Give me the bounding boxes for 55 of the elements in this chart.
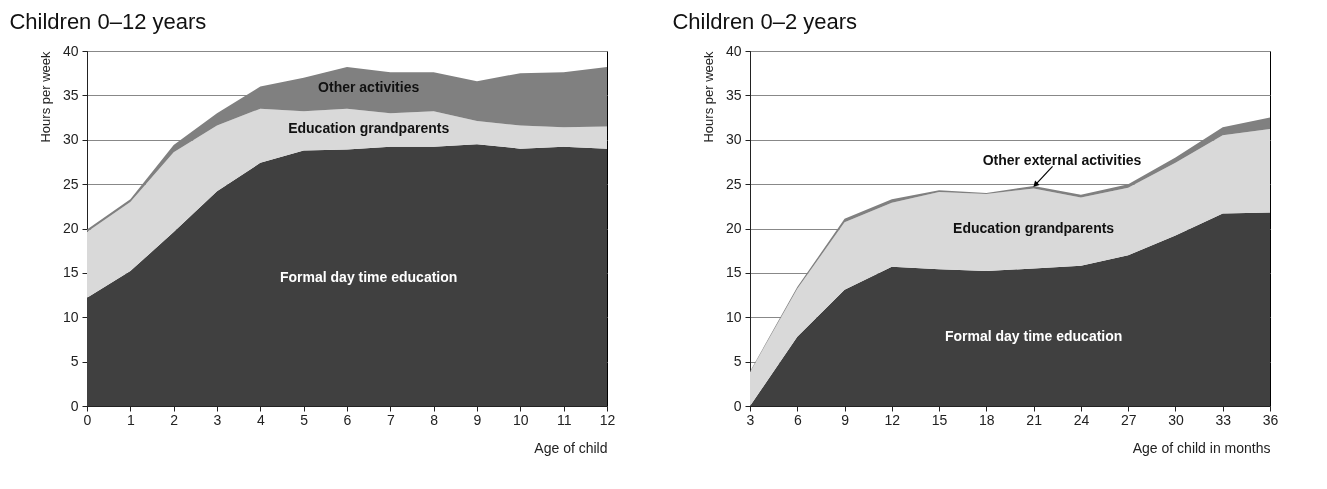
x-tick-label: 6	[343, 411, 352, 428]
x-tick-label: 30	[1168, 411, 1184, 428]
y-axis-title: Hours per week	[37, 51, 53, 143]
y-tick-label: 30	[725, 131, 742, 148]
series-label: Education grandparents	[953, 219, 1115, 236]
y-tick-label: 35	[725, 86, 742, 103]
y-tick-label: 20	[725, 220, 742, 236]
x-tick-label: 3	[746, 411, 755, 428]
y-tick-label: 25	[62, 175, 79, 192]
series-label: Formal day time education	[944, 328, 1123, 345]
y-tick-label: 30	[62, 131, 79, 148]
x-axis-title: Age of child	[534, 439, 608, 456]
x-tick-label: 0	[83, 411, 92, 428]
y-tick-label: 25	[725, 175, 742, 192]
series-label: Other activities	[318, 78, 420, 95]
y-tick-label: 0	[733, 397, 742, 414]
x-tick-label: 36	[1262, 411, 1279, 428]
y-tick-label: 10	[62, 308, 79, 325]
y-tick-label: 15	[62, 264, 79, 281]
x-tick-label: 12	[599, 411, 616, 428]
x-axis-title: Age of child in months	[1132, 439, 1271, 456]
x-tick-label: 8	[430, 411, 439, 428]
chart-title: Children 0–12 years	[9, 9, 207, 34]
x-tick-label: 9	[473, 411, 482, 428]
x-tick-label: 24	[1073, 411, 1090, 428]
x-tick-label: 1	[126, 411, 135, 428]
y-tick-label: 20	[62, 220, 79, 236]
x-tick-label: 5	[300, 411, 309, 428]
x-tick-label: 33	[1215, 411, 1232, 428]
x-tick-label: 12	[884, 411, 901, 428]
x-tick-label: 4	[256, 411, 265, 428]
x-tick-label: 2	[170, 411, 179, 428]
x-tick-label: 11	[556, 411, 572, 428]
y-tick-label: 15	[725, 264, 742, 281]
x-tick-label: 10	[513, 411, 529, 428]
x-tick-label: 3	[213, 411, 222, 428]
chart-title: Children 0–2 years	[672, 9, 858, 34]
y-tick-label: 40	[725, 42, 742, 59]
y-tick-label: 0	[70, 397, 79, 414]
x-tick-label: 21	[1026, 411, 1043, 428]
x-tick-label: 18	[979, 411, 995, 428]
series-label: Other external activities	[982, 152, 1142, 169]
series-label: Education grandparents	[288, 120, 450, 137]
y-tick-label: 5	[70, 353, 79, 370]
y-tick-label: 35	[62, 86, 79, 103]
x-tick-label: 15	[931, 411, 948, 428]
y-tick-label: 10	[725, 308, 742, 325]
series-label: Formal day time education	[279, 268, 458, 285]
y-tick-label: 5	[733, 353, 742, 370]
y-tick-label: 40	[62, 42, 79, 59]
x-tick-label: 6	[793, 411, 802, 428]
y-axis-title: Hours per week	[700, 51, 716, 143]
x-tick-label: 27	[1120, 411, 1137, 428]
x-tick-label: 9	[841, 411, 850, 428]
x-tick-label: 7	[386, 411, 395, 428]
